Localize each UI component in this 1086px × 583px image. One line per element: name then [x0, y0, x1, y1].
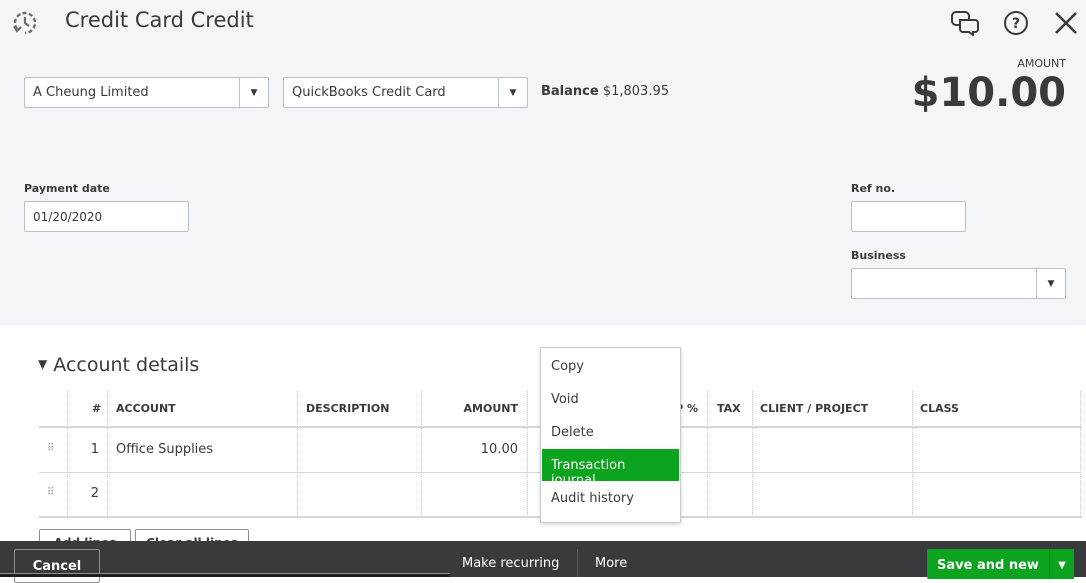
svg-text:?: ? [1012, 16, 1020, 32]
balance-label: Balance [541, 84, 599, 99]
account-cell[interactable]: Office Supplies [116, 442, 214, 457]
payee-value: A Cheung Limited [33, 85, 149, 100]
save-and-new-button[interactable]: Save and new [927, 549, 1049, 579]
amount-label: AMOUNT [1017, 57, 1066, 70]
account-details-toggle[interactable]: ▼ Account details [38, 354, 199, 376]
business-label: Business [851, 249, 906, 262]
footer-bar [0, 541, 1086, 577]
page-title: Credit Card Credit [65, 8, 254, 32]
payee-select[interactable]: A Cheung Limited ▼ [24, 77, 269, 108]
column-header-account: ACCOUNT [116, 402, 176, 415]
menu-item-audit-history[interactable]: Audit history [551, 491, 634, 506]
menu-item-delete[interactable]: Delete [551, 425, 594, 440]
make-recurring-button[interactable]: Make recurring [462, 556, 560, 571]
column-header-number: # [92, 402, 102, 415]
chevron-down-icon[interactable]: ▼ [239, 78, 268, 107]
more-menu: Copy Void Delete Transaction journal Aud… [540, 347, 681, 523]
chevron-down-icon[interactable]: ▼ [1036, 269, 1065, 298]
divider [577, 549, 578, 577]
column-header-tax: TAX [717, 402, 741, 415]
drag-handle-icon[interactable]: ⠿ [47, 443, 54, 454]
payment-date-label: Payment date [24, 182, 110, 195]
ref-no-input[interactable] [851, 201, 966, 232]
drag-handle-icon[interactable]: ⠿ [47, 487, 54, 498]
cancel-button[interactable]: Cancel [14, 549, 100, 583]
amount-cell[interactable]: 10.00 [480, 442, 518, 457]
amount-total: $10.00 [911, 70, 1066, 116]
row-number: 2 [90, 486, 99, 501]
close-icon[interactable] [1053, 10, 1079, 36]
more-button[interactable]: More [595, 556, 628, 571]
column-header-amount: AMOUNT [463, 402, 518, 415]
help-icon[interactable]: ? [1003, 10, 1029, 36]
triangle-down-icon: ▼ [38, 357, 48, 371]
payment-date-input[interactable]: 01/20/2020 [24, 201, 189, 232]
feedback-icon[interactable] [950, 10, 980, 36]
tooltip-edge [0, 573, 450, 577]
section-title: Account details [53, 354, 200, 376]
save-options-chevron-icon[interactable]: ▼ [1049, 549, 1074, 579]
ref-no-label: Ref no. [851, 182, 896, 195]
balance-value: $1,803.95 [602, 84, 669, 99]
account-select[interactable]: QuickBooks Credit Card ▼ [283, 77, 528, 108]
menu-item-copy[interactable]: Copy [551, 359, 584, 374]
column-header-description: DESCRIPTION [306, 402, 390, 415]
business-select[interactable]: ▼ [851, 268, 1066, 299]
account-value: QuickBooks Credit Card [292, 85, 446, 100]
menu-item-void[interactable]: Void [551, 392, 579, 407]
row-number: 1 [90, 442, 99, 457]
chevron-down-icon[interactable]: ▼ [498, 78, 527, 107]
recent-transactions-icon[interactable] [11, 9, 39, 37]
column-header-client-project: CLIENT / PROJECT [760, 402, 869, 415]
balance: Balance $1,803.95 [541, 84, 669, 99]
column-header-class: CLASS [920, 402, 959, 415]
menu-item-transaction-journal[interactable]: Transaction journal [542, 449, 679, 488]
